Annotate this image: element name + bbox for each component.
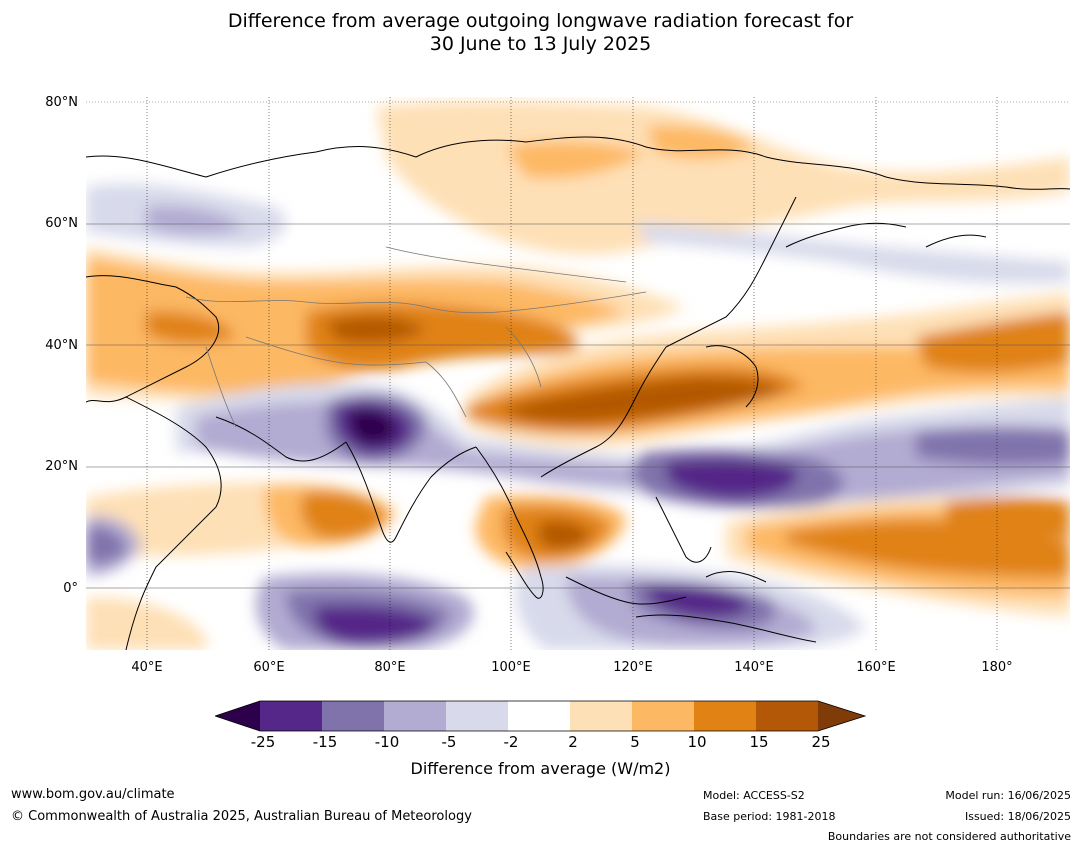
colorbar-tick-2: 2 [568,733,578,751]
country-borders [185,246,647,428]
colorbar-segment-8 [694,701,756,731]
coastlines [86,136,1070,650]
website-link[interactable]: www.bom.gov.au/climate [11,787,175,802]
colorbar-tick-25: 25 [811,733,831,751]
colorbar-tick-minus5: -5 [441,733,457,751]
colorbar-tick-minus2: -2 [503,733,519,751]
issued-text: Issued: 18/06/2025 [964,810,1071,823]
colorbar [215,700,867,732]
colorbar-segment-6 [570,701,632,731]
lon-label-40e: 40°E [131,660,163,675]
title-line-1: Difference from average outgoing longwav… [227,10,854,32]
lon-label-180: 180° [981,660,1013,675]
lat-label-60n: 60°N [45,216,78,231]
lon-label-100e: 100°E [491,660,531,675]
anomaly-fields [86,101,1070,650]
colorbar-segment-3 [384,701,446,731]
colorbar-segment-10 [818,701,865,731]
colorbar-label: Difference from average (W/m2) [410,759,671,778]
graticule [146,97,998,650]
colorbar-segment-4 [446,701,508,731]
colorbar-tick-minus25: -25 [250,733,276,751]
model-run-text: Model run: 16/06/2025 [945,789,1071,802]
colorbar-tick-15: 15 [749,733,769,751]
colorbar-tick-10: 10 [687,733,707,751]
lon-label-60e: 60°E [253,660,285,675]
colorbar-tick-minus10: -10 [374,733,400,751]
lat-label-20n: 20°N [45,459,78,474]
lon-label-120e: 120°E [613,660,653,675]
base-period-text: Base period: 1981-2018 [703,810,836,823]
title-line-2: 30 June to 13 July 2025 [429,33,652,55]
colorbar-segment-2 [322,701,384,731]
disclaimer-text: Boundaries are not considered authoritat… [827,830,1071,843]
colorbar-segment-7 [632,701,694,731]
copyright-text: © Commonwealth of Australia 2025, Austra… [11,809,472,824]
lon-label-140e: 140°E [734,660,774,675]
lon-label-80e: 80°E [374,660,406,675]
colorbar-segment-0 [215,701,260,731]
colorbar-segment-9 [756,701,818,731]
lat-label-40n: 40°N [45,338,78,353]
map-title: Difference from average outgoing longwav… [0,10,1081,56]
lat-label-0: 0° [63,581,78,596]
colorbar-segment-1 [260,701,322,731]
colorbar-tick-minus15: -15 [312,733,338,751]
colorbar-segment-5 [508,701,570,731]
colorbar-tick-5: 5 [630,733,640,751]
olr-anomaly-map [86,97,1070,650]
model-text: Model: ACCESS-S2 [703,789,805,802]
latitude-lines [86,101,1070,589]
lat-label-80n: 80°N [45,95,78,110]
lon-label-160e: 160°E [856,660,896,675]
